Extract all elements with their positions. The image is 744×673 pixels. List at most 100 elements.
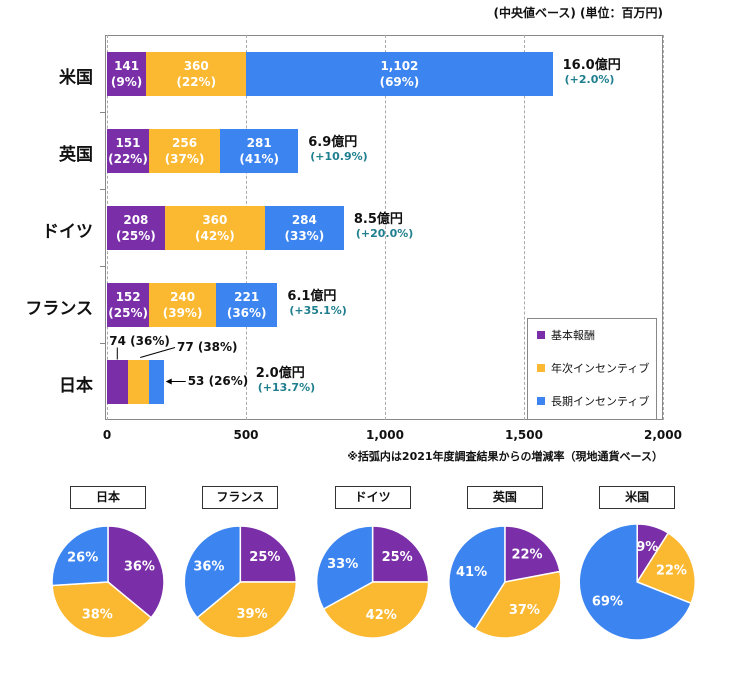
x-tick-label: 1,000	[366, 428, 404, 442]
pie-label: 22%	[656, 563, 687, 578]
bar-segment	[220, 128, 299, 173]
bar-segment	[107, 359, 128, 404]
x-tick-label: 500	[233, 428, 259, 442]
bar-segment	[107, 282, 150, 327]
leader-line	[140, 347, 176, 358]
value-label: 284 (33%)	[284, 212, 325, 243]
pie-label: 41%	[456, 565, 487, 580]
pie-label: 69%	[592, 595, 623, 610]
note: ※括弧内は2021年度調査結果からの増減率（現地通貨ベース）	[347, 450, 663, 463]
pie-slice	[239, 525, 298, 583]
pie-title: ドイツ	[334, 486, 411, 509]
bar-segment	[215, 282, 278, 327]
bar-segment	[148, 359, 164, 404]
pie-label: 39%	[236, 607, 267, 622]
value-label: 74 (36%)	[109, 333, 170, 348]
grid-line	[663, 35, 664, 420]
change-label: (+35.1%)	[289, 303, 347, 317]
value-label: 208 (25%)	[116, 212, 156, 243]
category-label: 米国	[59, 67, 93, 88]
pie-slice	[504, 525, 561, 583]
bar-segment	[148, 128, 221, 173]
total-label: 16.0億円	[562, 57, 621, 73]
pie-title: フランス	[202, 486, 279, 509]
pie-label: 22%	[511, 548, 542, 563]
pie-label: 33%	[327, 557, 358, 572]
grid-line	[524, 35, 525, 420]
pie-slice	[371, 525, 430, 583]
change-label: (+13.7%)	[257, 380, 316, 394]
bar-segment	[264, 205, 344, 250]
total-label: 6.1億円	[287, 288, 337, 304]
category-label: 英国	[59, 144, 93, 165]
bar-segment	[107, 51, 147, 96]
legend-swatch	[537, 364, 545, 372]
pie-label: 25%	[382, 550, 413, 565]
bar-segment	[107, 205, 165, 250]
axis-tick	[100, 112, 105, 113]
bar-segment	[246, 51, 553, 96]
x-tick-label: 1,500	[505, 428, 543, 442]
pie-slice	[196, 581, 298, 639]
plot-frame	[105, 35, 663, 420]
change-label: (+10.9%)	[310, 149, 368, 163]
pie-slice	[636, 531, 696, 605]
value-label: 256 (37%)	[164, 135, 205, 166]
axis-tick	[100, 266, 105, 267]
bar-segment	[149, 282, 216, 327]
pie-label: 36%	[193, 560, 224, 575]
pie-title: 日本	[70, 486, 146, 509]
pie-slice	[51, 525, 109, 587]
arrow-head	[165, 378, 172, 385]
pie-slice	[51, 581, 153, 639]
pie-label: 26%	[67, 551, 98, 566]
pie-label: 38%	[82, 608, 113, 623]
legend-label: 年次インセンティブ	[551, 362, 650, 375]
value-label: 221 (36%)	[226, 289, 267, 320]
legend-swatch	[537, 397, 545, 405]
total-label: 8.5億円	[353, 211, 403, 227]
pie-slice	[315, 525, 374, 610]
pie-slice	[473, 570, 562, 639]
bar-segment	[107, 128, 149, 173]
total-label: 6.9億円	[308, 134, 358, 150]
legend-label: 長期インセンティブ	[551, 395, 650, 408]
pie-slice	[107, 525, 165, 619]
pie-title: 英国	[466, 486, 543, 509]
change-label: (+20.0%)	[355, 226, 414, 240]
category-label: ドイツ	[42, 221, 93, 242]
value-label: 77 (38%)	[176, 339, 238, 354]
x-tick-label: 0	[102, 428, 112, 442]
axis-tick	[100, 343, 105, 344]
pie-label: 37%	[509, 603, 540, 618]
grid-line	[385, 35, 386, 420]
change-label: (+2.0%)	[564, 72, 615, 86]
pie-slice	[448, 525, 506, 631]
legend-label: 基本報酬	[551, 329, 595, 342]
subtitle: (中央値ベース) (単位：百万円)	[493, 6, 663, 20]
value-label: 240 (39%)	[162, 289, 203, 320]
pie-slice	[183, 525, 242, 619]
bar-segment	[164, 205, 265, 250]
bar-segment	[127, 359, 149, 404]
value-label: 360 (42%)	[195, 212, 235, 243]
pie-label: 42%	[366, 608, 397, 623]
pie-label: 9%	[636, 540, 658, 555]
pie-label: 36%	[124, 560, 155, 575]
pie-slice	[322, 581, 430, 639]
value-label: 141 (9%)	[110, 58, 143, 89]
bar-segment	[146, 51, 247, 96]
pie-title: 米国	[599, 486, 676, 509]
pie-slice	[578, 523, 693, 641]
value-label: 281 (41%)	[239, 135, 280, 166]
value-label: 360 (22%)	[176, 58, 217, 89]
value-label: 151 (22%)	[108, 135, 148, 166]
value-label: 53 (26%)	[187, 373, 249, 388]
category-label: 日本	[59, 375, 93, 396]
legend-swatch	[537, 331, 545, 339]
pie-label: 25%	[249, 550, 280, 565]
legend	[527, 318, 657, 420]
value-label: 1,102 (69%)	[379, 58, 420, 89]
